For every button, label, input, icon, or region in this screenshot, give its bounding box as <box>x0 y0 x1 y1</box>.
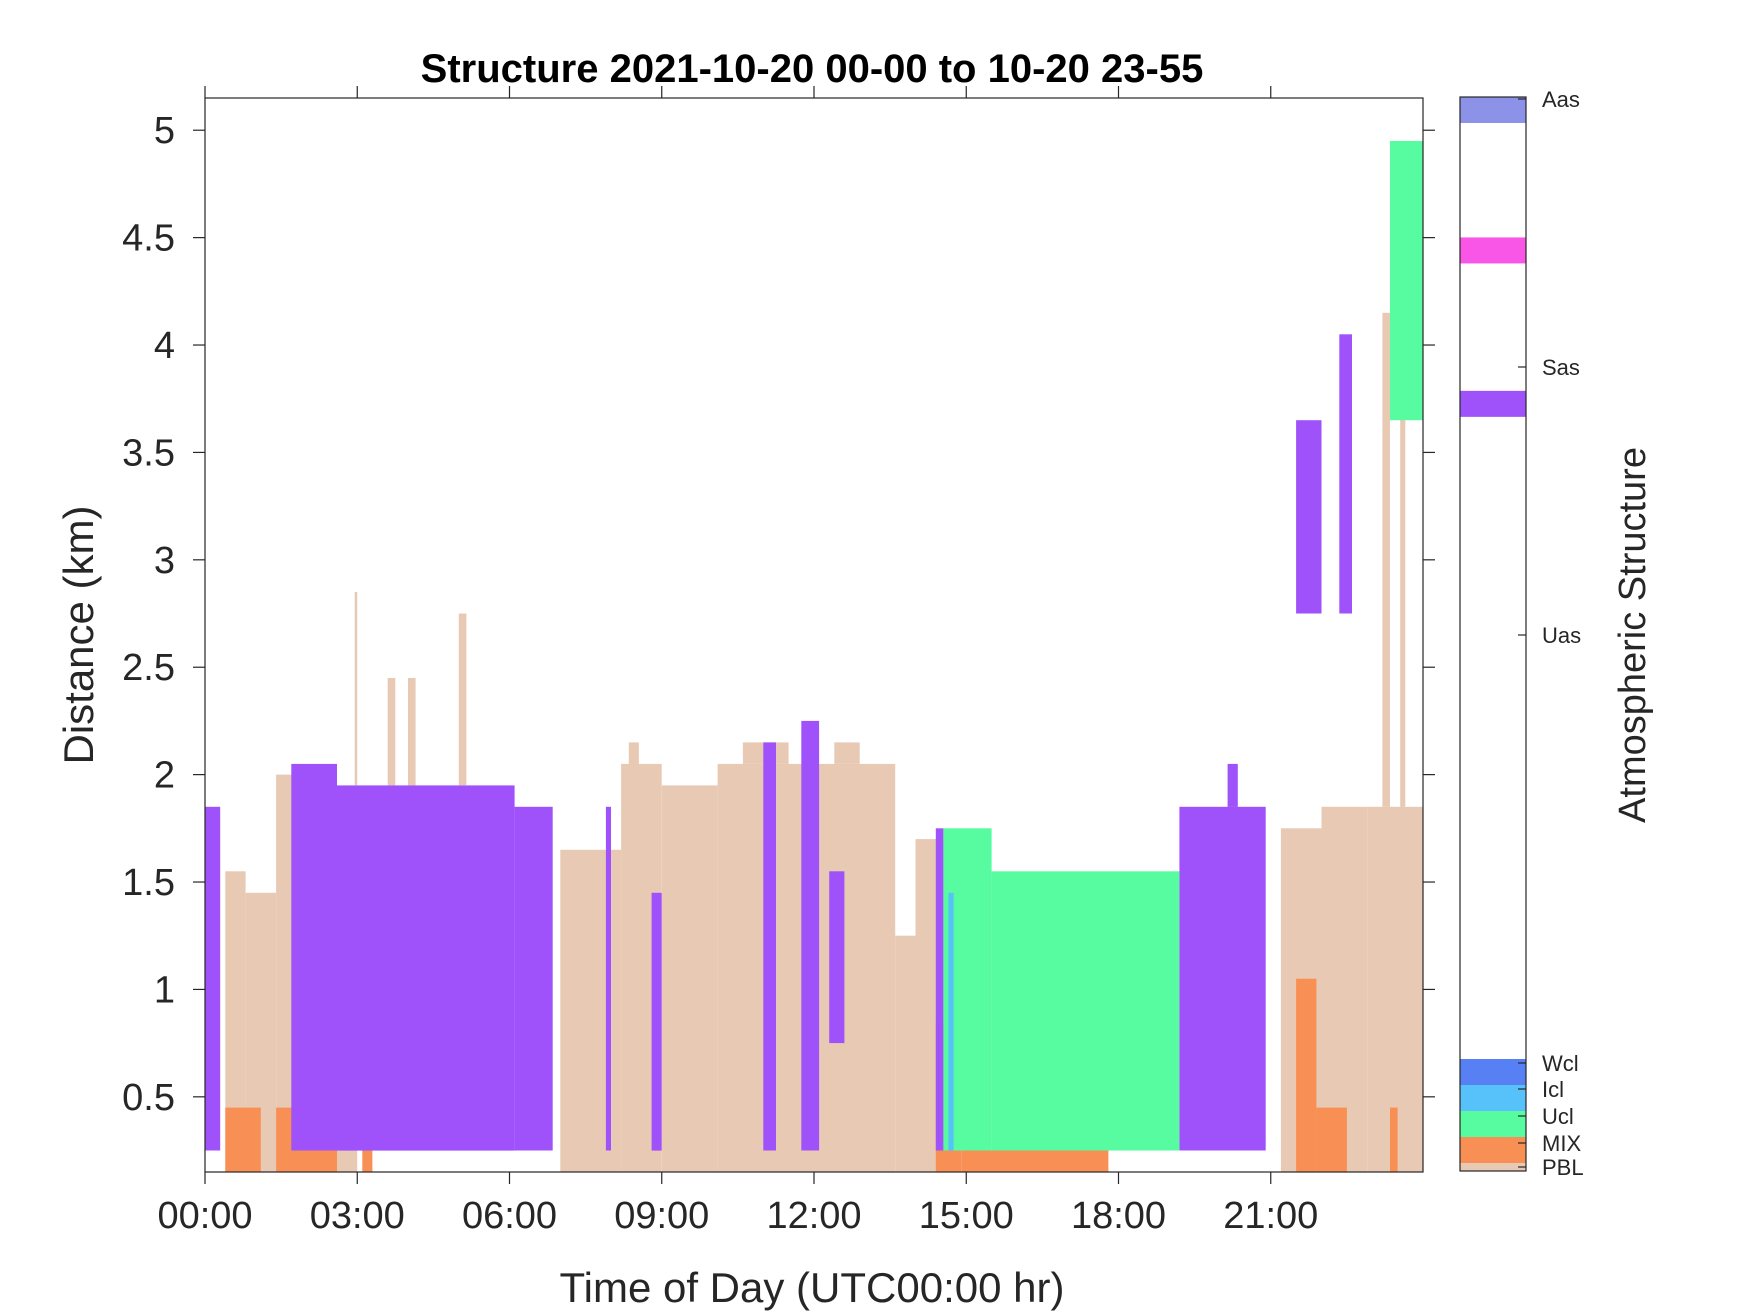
y-tick-label: 1 <box>154 969 175 1011</box>
block-uas <box>605 806 611 1151</box>
x-tick-label: 06:00 <box>462 1195 557 1237</box>
block-pbl <box>661 785 718 1172</box>
colorbar-swatch-icl <box>1460 1085 1526 1111</box>
colorbar-swatch-uas <box>1460 390 1526 417</box>
block-uas <box>1227 763 1238 807</box>
colorbar-label: Atmospheric Structure <box>1612 447 1654 823</box>
block-mix <box>1296 978 1317 1172</box>
block-ucl <box>1390 141 1423 421</box>
y-axis-label: Distance (km) <box>55 505 102 764</box>
colorbar-tick-label: MIX <box>1542 1131 1581 1156</box>
block-uas <box>829 871 845 1044</box>
block-mix <box>961 1150 1109 1172</box>
block-pbl <box>628 742 639 775</box>
block-uas <box>651 892 662 1151</box>
colorbar-tick-label: Ucl <box>1542 1104 1574 1129</box>
block-pbl <box>1382 312 1390 807</box>
colorbar-swatch-pbl <box>1460 1163 1526 1171</box>
y-tick-label: 0.5 <box>122 1077 175 1119</box>
colorbar-swatch-wcl <box>1460 1059 1526 1085</box>
block-uas <box>935 828 944 1151</box>
colorbar-tick-label: Uas <box>1542 623 1581 648</box>
x-tick-label: 09:00 <box>614 1195 709 1237</box>
block-pbl <box>834 742 860 764</box>
block-uas <box>205 806 221 1151</box>
block-uas <box>763 742 776 1151</box>
y-tick-label: 2 <box>154 755 175 797</box>
block-uas <box>1339 334 1352 614</box>
block-pbl <box>276 774 294 1172</box>
block-pbl <box>354 592 358 786</box>
block-ucl <box>991 871 1180 1151</box>
block-mix <box>1316 1107 1347 1172</box>
colorbar-tick-label: Wcl <box>1542 1051 1579 1076</box>
colorbar-tick-label: Aas <box>1542 87 1580 112</box>
x-tick-label: 15:00 <box>919 1195 1014 1237</box>
data-blocks <box>205 141 1423 1172</box>
chart-title: Structure 2021-10-20 00-00 to 10-20 23-5… <box>421 47 1204 91</box>
y-tick-label: 4.5 <box>122 218 175 260</box>
block-pbl <box>387 678 396 786</box>
x-tick-label: 12:00 <box>766 1195 861 1237</box>
block-uas <box>514 806 553 1151</box>
y-tick-label: 4 <box>154 325 175 367</box>
colorbar-swatch-sas <box>1460 237 1526 264</box>
colorbar-tick-label: Sas <box>1542 355 1580 380</box>
block-icl <box>948 892 954 1151</box>
y-tick-label: 1.5 <box>122 862 175 904</box>
x-tick-label: 18:00 <box>1071 1195 1166 1237</box>
x-axis-label: Time of Day (UTC00:00 hr) <box>560 1264 1065 1311</box>
colorbar-background <box>1460 97 1526 1171</box>
block-mix <box>1390 1107 1398 1172</box>
block-mix <box>225 1107 261 1172</box>
block-pbl <box>1400 312 1406 807</box>
y-tick-label: 2.5 <box>122 647 175 689</box>
block-uas <box>1179 806 1266 1151</box>
block-uas <box>1296 420 1322 614</box>
block-pbl <box>895 935 916 1172</box>
block-uas <box>801 720 820 1151</box>
block-uas <box>337 785 515 1151</box>
block-pbl <box>560 849 622 1172</box>
y-tick-label: 5 <box>154 110 175 152</box>
block-pbl <box>408 678 416 786</box>
y-tick-label: 3.5 <box>122 432 175 474</box>
colorbar-swatch-ucl <box>1460 1111 1526 1137</box>
colorbar-swatch-aas <box>1460 97 1526 123</box>
block-uas <box>291 763 337 1151</box>
colorbar-frame <box>1459 96 1527 1172</box>
x-tick-label: 21:00 <box>1223 1195 1318 1237</box>
y-tick-label: 3 <box>154 540 175 582</box>
x-tick-label: 03:00 <box>310 1195 405 1237</box>
block-pbl <box>225 871 246 1172</box>
x-tick-label: 00:00 <box>157 1195 252 1237</box>
colorbar-tick-label: Icl <box>1542 1077 1564 1102</box>
axes: 00:00 03:00 06:00 09:00 12:00 15:00 18:00 21:00… <box>122 86 1435 1237</box>
colorbar-tick-label: PBL <box>1542 1155 1584 1180</box>
colorbar-swatch-mix <box>1460 1137 1526 1163</box>
block-pbl <box>458 613 467 786</box>
